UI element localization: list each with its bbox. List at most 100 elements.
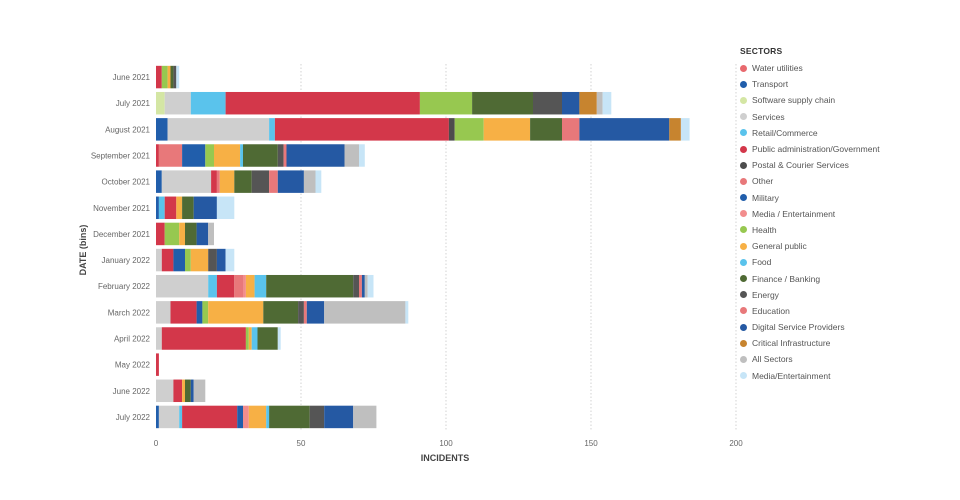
bar-segment xyxy=(277,144,284,167)
bar-segment xyxy=(167,65,171,89)
bar-segment xyxy=(243,405,249,429)
bar-segment xyxy=(182,379,185,403)
bar-segment xyxy=(156,379,174,403)
bar-segment xyxy=(156,353,159,376)
legend-swatch xyxy=(740,161,747,169)
bar-segment xyxy=(364,274,368,298)
x-axis-title: INCIDENTS xyxy=(421,453,470,463)
legend-item: Energy xyxy=(736,287,956,303)
legend-item: Media/Entertainment xyxy=(736,368,956,384)
bar-segment xyxy=(309,405,325,429)
y-tick-label: October 2021 xyxy=(102,178,151,187)
bar-segment xyxy=(158,144,183,167)
y-tick-label: March 2022 xyxy=(108,308,151,317)
bar-segment xyxy=(353,405,377,429)
bar-segment xyxy=(234,170,252,193)
legend-label: Health xyxy=(752,224,777,235)
bar-segment xyxy=(173,248,185,272)
bar-segment xyxy=(156,301,171,324)
bar-segment xyxy=(315,170,322,193)
bar-segment xyxy=(602,91,612,115)
bar-segment xyxy=(483,118,531,141)
legend-label: All Sectors xyxy=(752,354,793,365)
legend-item: Water utilities xyxy=(736,60,956,76)
legend-swatch xyxy=(740,64,747,72)
x-tick-label: 50 xyxy=(297,439,306,448)
bar-segment xyxy=(533,91,562,115)
legend: SECTORS Water utilities Transport Software… xyxy=(736,46,956,384)
bar-segment xyxy=(196,222,209,246)
legend-label: Public administration/Government xyxy=(752,144,880,155)
legend-swatch xyxy=(740,129,747,137)
legend-swatch xyxy=(740,275,747,283)
bar-segment xyxy=(251,327,258,350)
bar-segment xyxy=(562,91,580,115)
legend-label: Education xyxy=(752,305,790,316)
bar-segment xyxy=(234,274,243,298)
bar-segment xyxy=(472,91,533,115)
legend-label: Critical Infrastructure xyxy=(752,338,831,349)
bar-segment xyxy=(205,144,214,167)
bar-segment xyxy=(245,274,255,298)
bar-segment xyxy=(216,170,220,193)
legend-label: Software supply chain xyxy=(752,95,836,106)
bar-segment xyxy=(208,248,217,272)
bar-segment xyxy=(669,118,681,141)
bar-segment xyxy=(156,91,165,115)
bar-segment xyxy=(161,170,212,193)
y-tick-label: July 2021 xyxy=(116,99,151,108)
bar-segment xyxy=(454,118,484,141)
bar-segment xyxy=(164,91,191,115)
bar-segment xyxy=(359,144,365,167)
legend-item: Military xyxy=(736,190,956,206)
legend-label: Food xyxy=(752,257,772,268)
bar-segment xyxy=(208,274,217,298)
y-tick-label: July 2022 xyxy=(116,413,151,422)
bar-segment xyxy=(579,91,597,115)
bar-segment xyxy=(448,118,455,141)
bar-segment xyxy=(170,301,197,324)
legend-label: Digital Service Providers xyxy=(752,322,845,333)
bar-segment xyxy=(286,144,345,167)
y-tick-label: November 2021 xyxy=(93,204,150,213)
bar-segment xyxy=(176,196,183,220)
bar-segment xyxy=(164,222,180,246)
bar-segment xyxy=(193,196,217,220)
bar-segment xyxy=(274,118,449,141)
bar-segment xyxy=(344,144,359,167)
bar-segment xyxy=(185,222,197,246)
legend-item: Digital Service Providers xyxy=(736,319,956,335)
legend-label: Military xyxy=(752,192,779,203)
bars-layer xyxy=(156,65,690,429)
bar-segment xyxy=(579,118,670,141)
bar-segment xyxy=(173,65,177,89)
bar-segment xyxy=(361,274,365,298)
legend-label: Services xyxy=(752,111,785,122)
bar-segment xyxy=(277,327,281,350)
legend-label: Transport xyxy=(752,79,789,90)
bar-segment xyxy=(156,170,162,193)
legend-label: Media/Entertainment xyxy=(752,370,831,381)
legend-swatch xyxy=(740,145,747,153)
bar-segment xyxy=(251,170,270,193)
bar-segment xyxy=(216,274,235,298)
bar-segment xyxy=(405,301,409,324)
legend-items: Water utilities Transport Software supply … xyxy=(736,60,956,384)
bar-segment xyxy=(179,405,183,429)
legend-item: Other xyxy=(736,173,956,189)
bar-segment xyxy=(185,248,191,272)
legend-item: Media / Entertainment xyxy=(736,206,956,222)
y-tick-label: December 2021 xyxy=(93,230,150,239)
x-tick-label: 100 xyxy=(439,439,453,448)
bar-segment xyxy=(167,118,270,141)
bar-segment xyxy=(216,248,226,272)
legend-swatch xyxy=(740,291,747,299)
bar-segment xyxy=(156,222,165,246)
y-axis-title: DATE (bins) xyxy=(78,225,88,276)
legend-title: SECTORS xyxy=(740,46,783,56)
y-tick-label: June 2022 xyxy=(113,387,151,396)
legend-swatch xyxy=(740,194,747,202)
bar-segment xyxy=(190,379,194,403)
bar-segment xyxy=(211,170,217,193)
bar-segment xyxy=(277,170,304,193)
